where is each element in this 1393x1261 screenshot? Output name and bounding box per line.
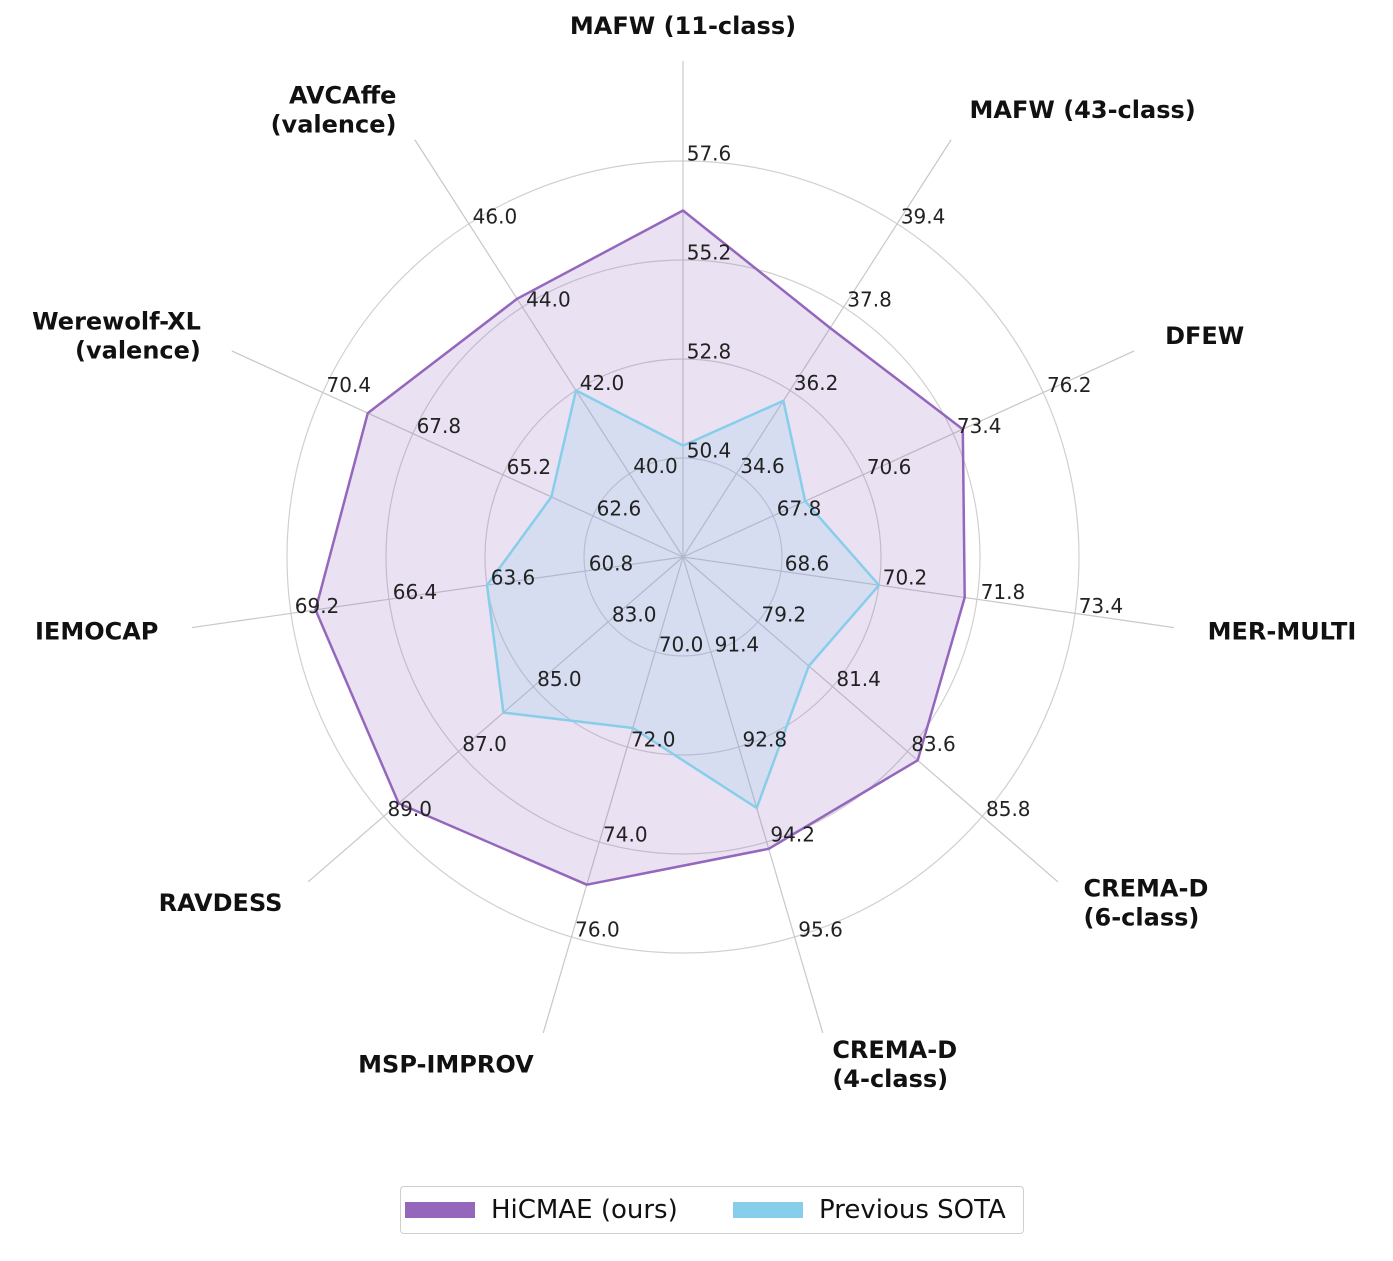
radar-chart: 50.4 52.8 55.2 57.6 34.6 36.2 37.8 39.4 67.8 70.6… bbox=[32, 12, 1356, 1093]
tick-label: 42.0 bbox=[580, 371, 625, 395]
tick-label: 65.2 bbox=[507, 455, 552, 479]
tick-label: 68.6 bbox=[785, 552, 830, 576]
tick-label: 40.0 bbox=[633, 454, 678, 478]
radar-tick-labels: 50.4 52.8 55.2 57.6 34.6 36.2 37.8 39.4 67.8 70.6… bbox=[295, 142, 1123, 942]
tick-label: 83.6 bbox=[911, 732, 956, 756]
radar-axis-labels: MAFW (11-class) MAFW (43-class) DFEW MER-MU… bbox=[32, 12, 1356, 1093]
axis-label-3: DFEW bbox=[1165, 322, 1244, 350]
chart-legend: HiCMAE (ours) Previous SOTA bbox=[400, 1186, 1024, 1234]
axis-spoke-6 bbox=[682, 556, 824, 1034]
tick-label: 72.0 bbox=[631, 727, 676, 751]
tick-label: 73.4 bbox=[957, 414, 1002, 438]
tick-label: 73.4 bbox=[1079, 594, 1124, 618]
axis-spoke-3 bbox=[682, 350, 1135, 558]
series-polygon-previous-sota bbox=[485, 389, 881, 810]
tick-label: 89.0 bbox=[387, 797, 432, 821]
tick-label: 44.0 bbox=[526, 288, 571, 312]
axis-spoke-9 bbox=[191, 556, 684, 629]
tick-label: 76.2 bbox=[1047, 373, 1092, 397]
tick-label: 66.4 bbox=[393, 580, 438, 604]
tick-label: 81.4 bbox=[836, 667, 881, 691]
axis-label-11: AVCAffe (valence) bbox=[271, 82, 397, 139]
tick-label: 60.8 bbox=[589, 552, 634, 576]
radar-grid bbox=[191, 61, 1175, 1034]
tick-label: 92.8 bbox=[743, 727, 788, 751]
tick-label: 70.6 bbox=[867, 455, 912, 479]
tick-label: 36.2 bbox=[794, 371, 839, 395]
tick-label: 83.0 bbox=[612, 602, 657, 626]
tick-label: 79.2 bbox=[762, 602, 807, 626]
tick-label: 52.8 bbox=[687, 340, 732, 364]
tick-label: 76.0 bbox=[575, 917, 620, 941]
tick-label: 50.4 bbox=[687, 439, 732, 463]
tick-label: 63.6 bbox=[491, 566, 536, 590]
tick-label: 39.4 bbox=[901, 204, 946, 228]
series-polygon-hicmae bbox=[314, 209, 966, 886]
axis-label-5: CREMA-D (6-class) bbox=[1084, 875, 1209, 932]
tick-label: 91.4 bbox=[715, 632, 760, 656]
legend-swatch-previous-sota bbox=[733, 1202, 803, 1218]
legend-label-previous-sota: Previous SOTA bbox=[819, 1195, 1006, 1225]
tick-label: 67.8 bbox=[417, 414, 462, 438]
axis-spoke-7 bbox=[542, 556, 684, 1034]
tick-label: 69.2 bbox=[295, 594, 340, 618]
legend-item-hicmae: HiCMAE (ours) bbox=[405, 1187, 678, 1233]
tick-label: 74.0 bbox=[603, 822, 648, 846]
axis-label-9: IEMOCAP bbox=[35, 617, 158, 645]
tick-label: 71.8 bbox=[981, 580, 1026, 604]
tick-label: 87.0 bbox=[462, 732, 507, 756]
tick-label: 57.6 bbox=[687, 142, 732, 166]
tick-label: 70.4 bbox=[327, 373, 372, 397]
tick-label: 85.0 bbox=[537, 667, 582, 691]
legend-label-hicmae: HiCMAE (ours) bbox=[491, 1195, 678, 1225]
tick-label: 70.0 bbox=[659, 632, 704, 656]
tick-label: 70.2 bbox=[883, 566, 928, 590]
tick-label: 34.6 bbox=[740, 454, 785, 478]
tick-label: 85.8 bbox=[986, 797, 1031, 821]
axis-label-2: MAFW (43-class) bbox=[970, 96, 1196, 124]
axis-label-10: Werewolf-XL (valence) bbox=[32, 307, 201, 364]
axis-label-1: MAFW (11-class) bbox=[570, 12, 796, 40]
axis-spoke-5 bbox=[682, 556, 1059, 883]
axis-label-7: MSP-IMPROV bbox=[358, 1051, 534, 1079]
radar-series bbox=[314, 209, 966, 886]
axis-label-4: MER-MULTI bbox=[1208, 617, 1357, 645]
tick-label: 37.8 bbox=[847, 288, 892, 312]
tick-label: 94.2 bbox=[770, 822, 815, 846]
axis-spoke-2 bbox=[682, 139, 952, 558]
axis-spoke-4 bbox=[682, 556, 1175, 629]
axis-spoke-8 bbox=[307, 556, 684, 883]
axis-label-6: CREMA-D (4-class) bbox=[832, 1036, 957, 1093]
tick-label: 62.6 bbox=[597, 496, 642, 520]
axis-label-8: RAVDESS bbox=[159, 889, 283, 917]
legend-swatch-hicmae bbox=[405, 1202, 475, 1218]
tick-label: 67.8 bbox=[777, 496, 822, 520]
tick-label: 46.0 bbox=[473, 204, 518, 228]
legend-item-previous-sota: Previous SOTA bbox=[733, 1187, 1006, 1233]
tick-label: 55.2 bbox=[687, 241, 732, 265]
axis-spoke-10 bbox=[231, 350, 684, 558]
axis-spoke-11 bbox=[414, 139, 684, 558]
tick-label: 95.6 bbox=[798, 917, 843, 941]
